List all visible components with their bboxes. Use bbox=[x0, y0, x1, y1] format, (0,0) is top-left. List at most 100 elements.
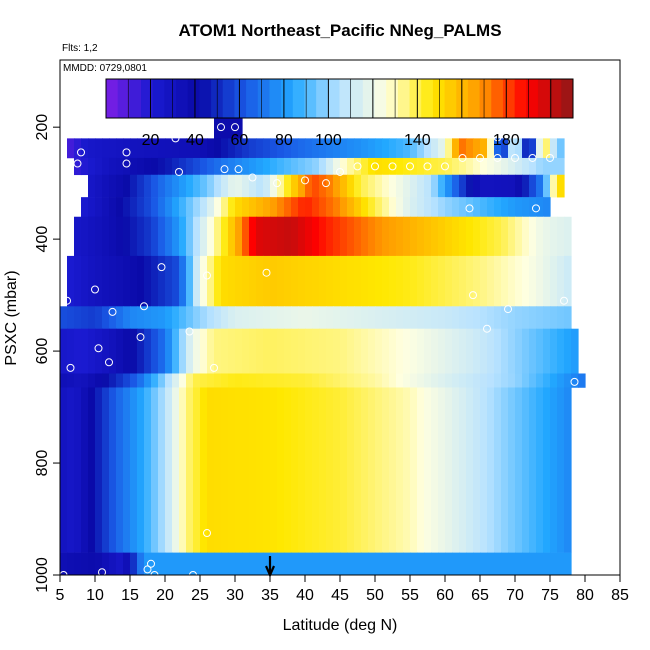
heatmap-cell bbox=[81, 306, 89, 329]
heatmap-cell bbox=[221, 552, 229, 575]
heatmap-cell bbox=[403, 138, 411, 159]
heatmap-cell bbox=[536, 387, 544, 553]
heatmap-cell bbox=[354, 306, 362, 329]
heatmap-cell bbox=[417, 216, 425, 257]
heatmap-cell bbox=[466, 328, 474, 374]
heatmap-cell bbox=[347, 255, 355, 307]
heatmap-cell bbox=[494, 255, 502, 307]
heatmap-cell bbox=[95, 306, 103, 329]
heatmap-cell bbox=[368, 387, 376, 553]
x-tick-label: 85 bbox=[611, 587, 629, 604]
heatmap-cell bbox=[172, 174, 180, 198]
heatmap-cell bbox=[95, 387, 103, 553]
heatmap-cell bbox=[459, 255, 467, 307]
heatmap-cell bbox=[256, 216, 264, 257]
heatmap-cell bbox=[109, 157, 117, 176]
heatmap-cell bbox=[102, 138, 110, 159]
heatmap-cell bbox=[277, 306, 285, 329]
heatmap-cell bbox=[277, 255, 285, 307]
heatmap-cell bbox=[137, 552, 145, 575]
heatmap-cell bbox=[410, 138, 418, 159]
heatmap-cell bbox=[242, 197, 250, 218]
heatmap-cell bbox=[508, 387, 516, 553]
heatmap-cell bbox=[214, 255, 222, 307]
sample-point bbox=[532, 204, 540, 213]
heatmap-cell bbox=[473, 306, 481, 329]
heatmap-cell bbox=[81, 255, 89, 307]
heatmap-cell bbox=[536, 255, 544, 307]
heatmap-cell bbox=[298, 552, 306, 575]
heatmap-cell bbox=[487, 373, 495, 388]
heatmap-cell bbox=[228, 216, 236, 257]
heatmap-cell bbox=[102, 174, 110, 198]
heatmap-cell bbox=[368, 197, 376, 218]
heatmap-cell bbox=[291, 552, 299, 575]
sample-point bbox=[528, 153, 537, 162]
heatmap-cell bbox=[494, 387, 502, 553]
y-tick-label: 800 bbox=[34, 450, 51, 477]
heatmap-cell bbox=[508, 174, 516, 198]
heatmap-cell bbox=[550, 138, 558, 159]
heatmap-cell bbox=[347, 328, 355, 374]
heatmap-cell bbox=[466, 373, 474, 388]
heatmap-cell bbox=[179, 328, 187, 374]
heatmap-cell bbox=[515, 552, 523, 575]
heatmap-cell bbox=[270, 138, 278, 159]
sample-point bbox=[570, 377, 579, 386]
heatmap-cell bbox=[263, 157, 271, 176]
heatmap-cell bbox=[410, 216, 418, 257]
heatmap-cell bbox=[116, 328, 124, 374]
heatmap-cell bbox=[522, 328, 530, 374]
heatmap-cell bbox=[319, 306, 327, 329]
heatmap-cell bbox=[536, 174, 544, 198]
heatmap-cell bbox=[529, 387, 537, 553]
heatmap-cell bbox=[312, 255, 320, 307]
heatmap-cell bbox=[165, 552, 173, 575]
heatmap-cell bbox=[438, 373, 446, 388]
heatmap-cell bbox=[410, 552, 418, 575]
heatmap-cell bbox=[200, 157, 208, 176]
heatmap-cell bbox=[487, 328, 495, 374]
heatmap-cell bbox=[270, 216, 278, 257]
heatmap-cell bbox=[487, 552, 495, 575]
heatmap-cell bbox=[291, 138, 299, 159]
heatmap-cell bbox=[151, 138, 159, 159]
heatmap-cell bbox=[543, 216, 551, 257]
heatmap-cell bbox=[137, 216, 145, 257]
heatmap-cell bbox=[298, 387, 306, 553]
heatmap-cell bbox=[109, 197, 117, 218]
heatmap-cells bbox=[60, 110, 586, 575]
heatmap-cell bbox=[242, 306, 250, 329]
heatmap-cell bbox=[389, 373, 397, 388]
heatmap-cell bbox=[529, 255, 537, 307]
heatmap-cell bbox=[550, 306, 558, 329]
heatmap-cell bbox=[165, 216, 173, 257]
heatmap-cell bbox=[228, 157, 236, 176]
sample-point bbox=[469, 291, 477, 300]
heatmap-cell bbox=[431, 552, 439, 575]
heatmap-cell bbox=[368, 552, 376, 575]
heatmap-cell bbox=[88, 373, 96, 388]
heatmap-cell bbox=[158, 216, 166, 257]
heatmap-cell bbox=[88, 306, 96, 329]
heatmap-cell bbox=[284, 306, 292, 329]
heatmap-cell bbox=[312, 174, 320, 198]
heatmap-cell bbox=[508, 306, 516, 329]
heatmap-cell bbox=[459, 138, 467, 159]
heatmap-cell bbox=[109, 216, 117, 257]
heatmap-cell bbox=[214, 174, 222, 198]
heatmap-cell bbox=[452, 197, 460, 218]
heatmap-cell bbox=[396, 373, 404, 388]
heatmap-cell bbox=[312, 197, 320, 218]
heatmap-cell bbox=[326, 373, 334, 388]
heatmap-cell bbox=[137, 197, 145, 218]
heatmap-cell bbox=[480, 373, 488, 388]
heatmap-cell bbox=[452, 552, 460, 575]
heatmap-cell bbox=[88, 255, 96, 307]
heatmap-cell bbox=[438, 328, 446, 374]
heatmap-cell bbox=[242, 157, 250, 176]
heatmap-cell bbox=[536, 328, 544, 374]
heatmap-cell bbox=[543, 552, 551, 575]
heatmap-cell bbox=[60, 373, 68, 388]
heatmap-cell bbox=[557, 328, 565, 374]
